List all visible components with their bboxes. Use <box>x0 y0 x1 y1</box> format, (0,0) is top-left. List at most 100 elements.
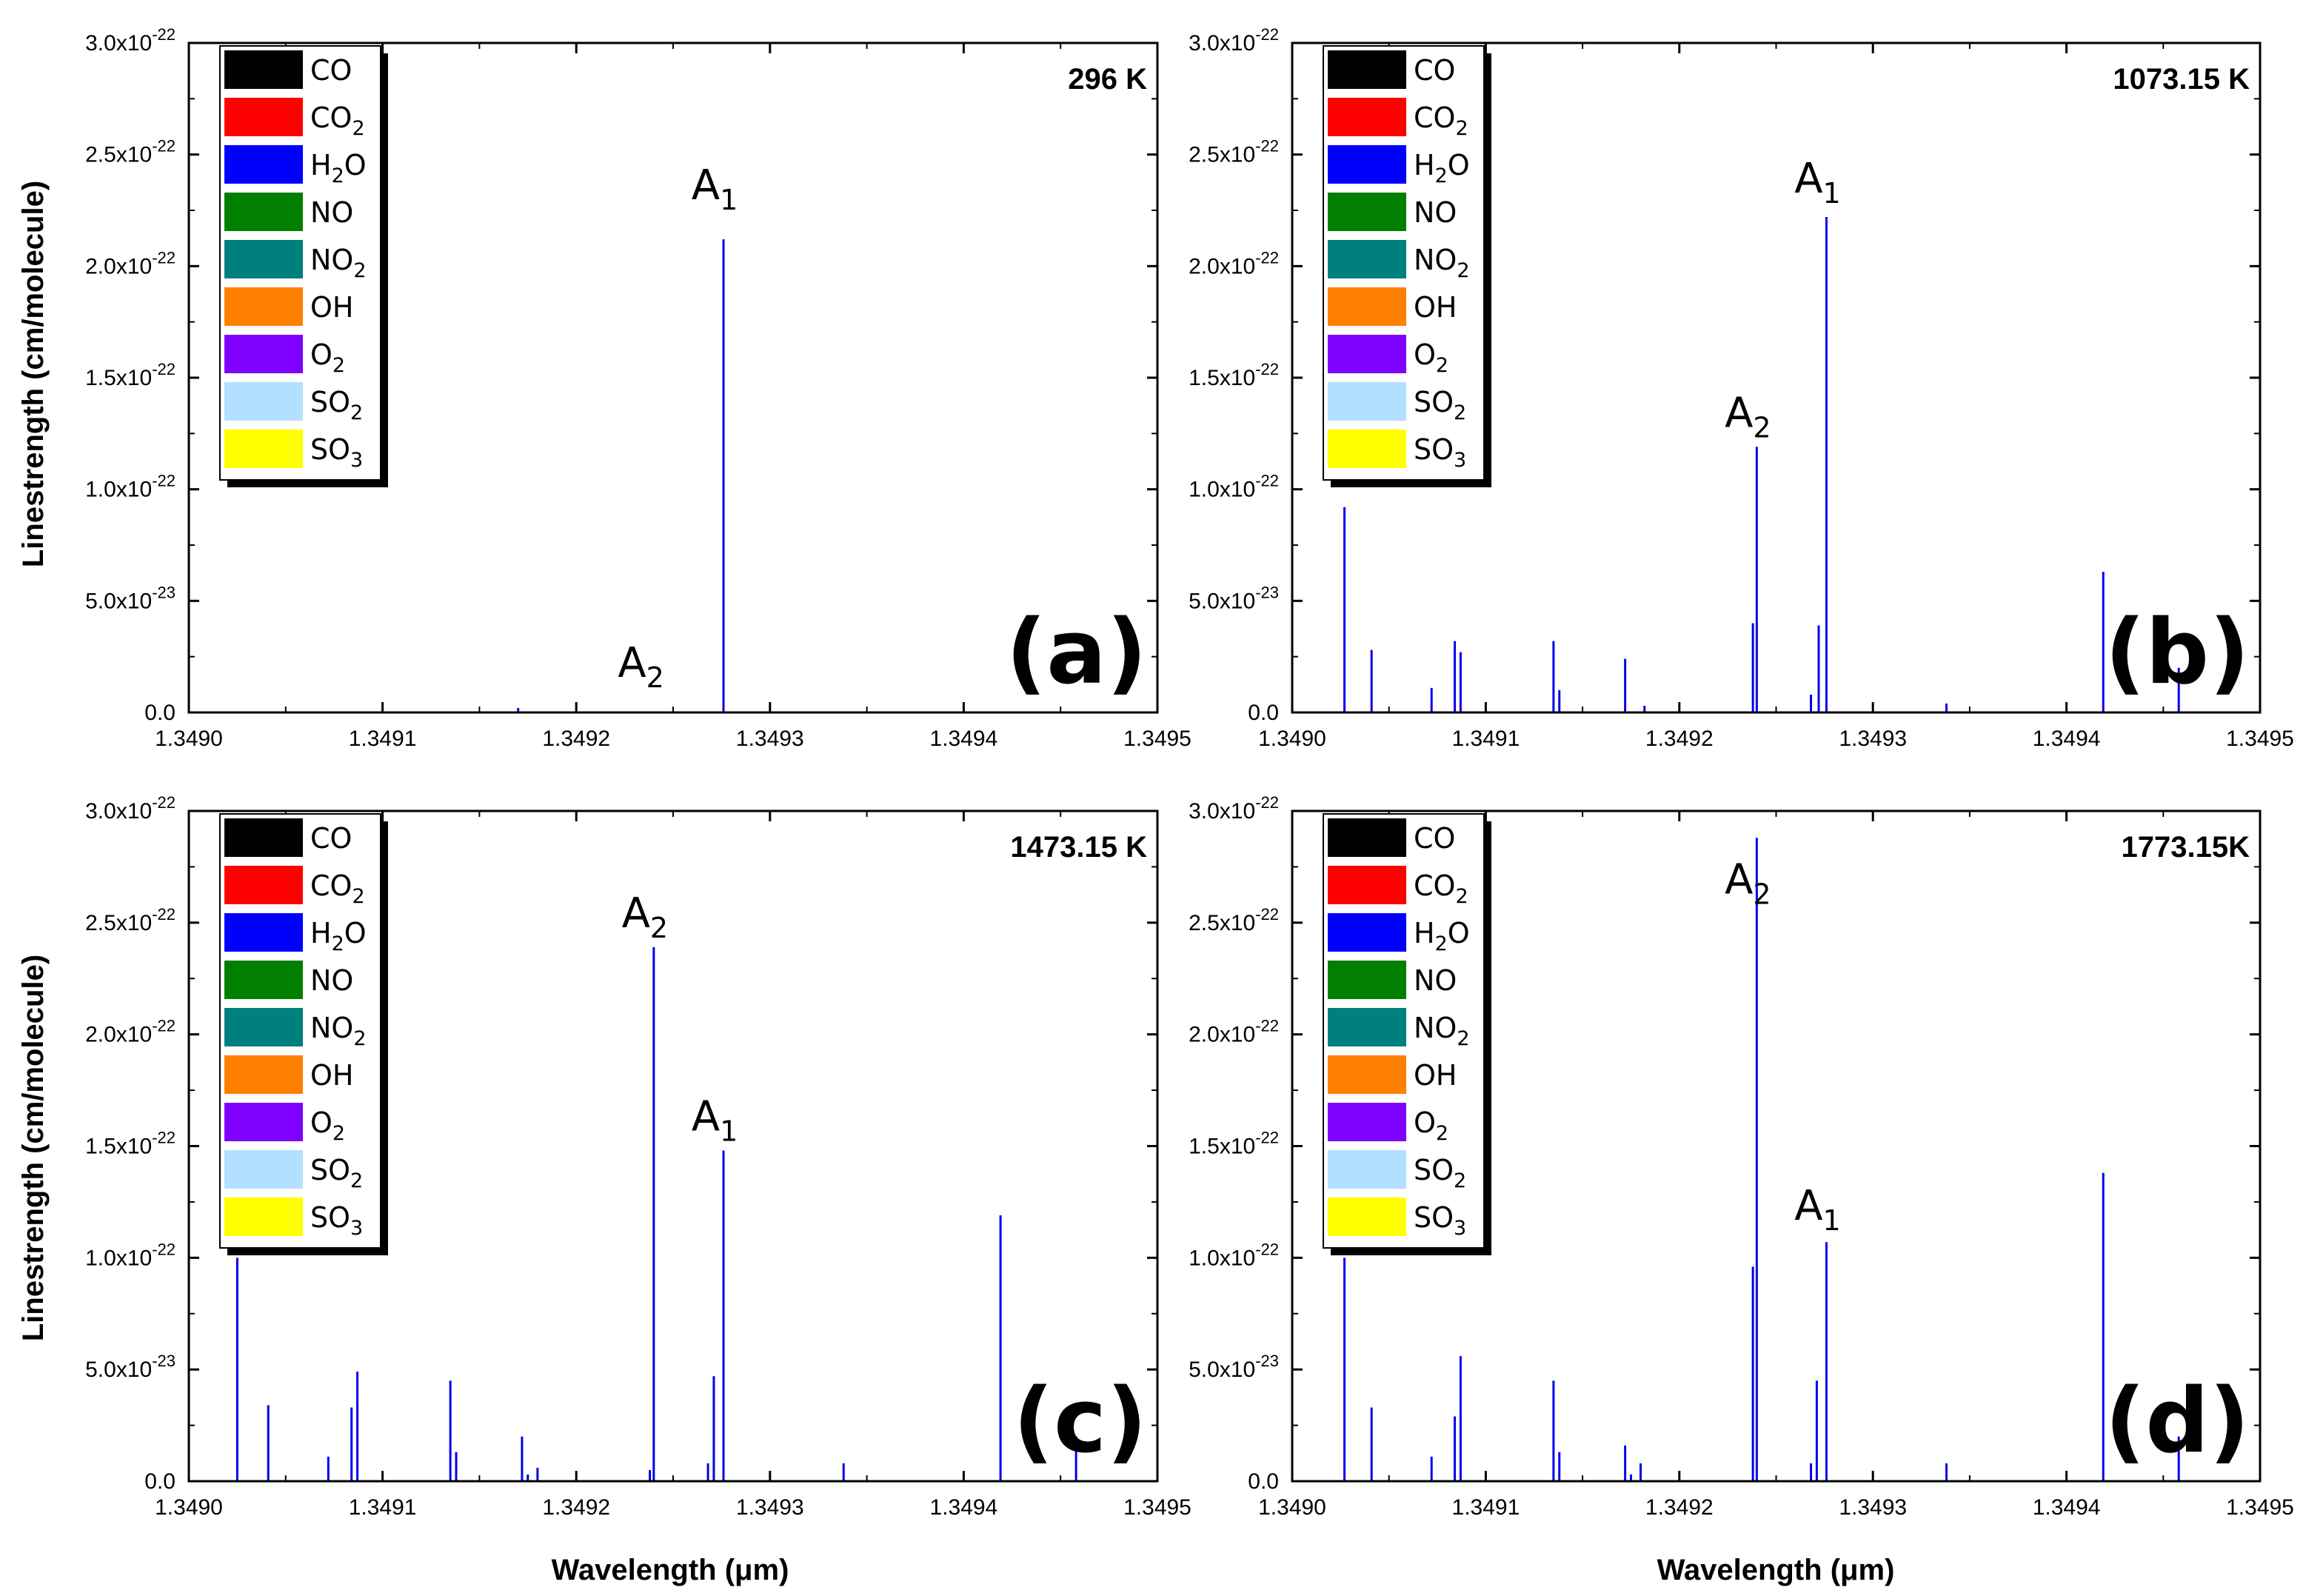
legend-entry: CO2 <box>1414 869 1468 908</box>
peak-annotation: A1 <box>692 161 738 216</box>
y-tick-label: 1.0x10-22 <box>1189 1240 1279 1270</box>
legend-entry: NO <box>1414 964 1457 997</box>
peak-annotation: A2 <box>1725 389 1771 444</box>
legend-swatch <box>1328 913 1406 952</box>
legend-swatch <box>1328 430 1406 468</box>
legend-swatch <box>1328 240 1406 278</box>
y-tick-label: 2.0x10-22 <box>1189 248 1279 278</box>
y-tick-label: 1.5x10-22 <box>1189 1129 1279 1159</box>
legend-swatch <box>1328 287 1406 326</box>
legend-entry: H2O <box>310 917 367 955</box>
peak-annotation: A1 <box>1794 155 1841 210</box>
y-tick-label: 2.0x10-22 <box>1189 1017 1279 1047</box>
chart-panel-3: 1.3490 1.3491 1.3492 1.3493 1.3494 1.3495 0.0 5… <box>1189 793 2294 1520</box>
legend-entry: O2 <box>310 1106 345 1145</box>
legend-entry: NO2 <box>1414 244 1470 282</box>
legend-entry: NO <box>310 196 353 229</box>
panel-label: (c) <box>1013 1370 1147 1473</box>
legend-swatch <box>1328 1103 1406 1141</box>
y-tick-label: 0.0 <box>1248 701 1279 725</box>
legend-entry: O2 <box>310 338 345 377</box>
x-tick-label: 1.3494 <box>930 1495 998 1520</box>
legend-entry: CO2 <box>310 101 365 140</box>
y-tick-label: 3.0x10-22 <box>1189 25 1279 56</box>
y-tick-label: 0.0 <box>144 1469 176 1494</box>
y-tick-label: 2.5x10-22 <box>85 137 176 167</box>
legend-entry: SO2 <box>310 386 363 424</box>
x-axis-label-right: Wavelength (μm) <box>1657 1554 1895 1586</box>
chart-panel-1: 1.3490 1.3491 1.3492 1.3493 1.3494 1.3495 0.0 5… <box>1189 25 2294 751</box>
legend-swatch <box>224 98 303 136</box>
legend-entry: OH <box>310 1059 353 1092</box>
x-tick-label: 1.3493 <box>1839 727 1907 751</box>
legend-swatch <box>224 818 303 857</box>
peak-annotation: A1 <box>692 1092 738 1147</box>
y-axis-label-bottom: Linestrength (cm/molecule) <box>17 955 50 1341</box>
legend-entry: SO3 <box>1414 1201 1466 1240</box>
y-tick-label: 2.0x10-22 <box>85 1017 176 1047</box>
y-tick-label: 3.0x10-22 <box>85 25 176 56</box>
legend-entry: NO2 <box>310 244 367 282</box>
y-tick-label: 5.0x10-23 <box>85 1352 176 1382</box>
x-tick-label: 1.3492 <box>1645 1495 1714 1520</box>
x-tick-label: 1.3491 <box>349 1495 417 1520</box>
chart-panel-2: 1.3490 1.3491 1.3492 1.3493 1.3494 1.3495 0.0 5… <box>85 793 1191 1520</box>
x-tick-label: 1.3492 <box>1645 727 1714 751</box>
legend-swatch <box>224 1103 303 1141</box>
y-tick-label: 1.0x10-22 <box>85 472 176 502</box>
x-tick-label: 1.3490 <box>1258 727 1326 751</box>
legend-swatch <box>1328 1055 1406 1094</box>
legend-swatch <box>224 1008 303 1046</box>
x-tick-label: 1.3493 <box>1839 1495 1907 1520</box>
temperature-label: 1473.15 K <box>1010 831 1147 864</box>
legend-swatch <box>1328 193 1406 231</box>
legend-swatch <box>224 1055 303 1094</box>
y-tick-label: 0.0 <box>1248 1469 1279 1494</box>
x-tick-label: 1.3490 <box>155 1495 223 1520</box>
legend-swatch <box>224 50 303 89</box>
legend-swatch <box>224 961 303 999</box>
legend-swatch <box>224 382 303 421</box>
x-axis-label-left: Wavelength (μm) <box>552 1554 789 1586</box>
y-tick-label: 2.5x10-22 <box>1189 905 1279 935</box>
legend-swatch <box>224 335 303 373</box>
legend-swatch <box>1328 961 1406 999</box>
legend-swatch <box>1328 145 1406 184</box>
x-tick-label: 1.3494 <box>930 727 998 751</box>
y-tick-label: 5.0x10-23 <box>1189 583 1279 613</box>
temperature-label: 296 K <box>1068 63 1147 96</box>
legend-entry: OH <box>310 291 353 324</box>
legend-entry: OH <box>1414 1059 1457 1092</box>
legend-entry: SO3 <box>310 433 363 472</box>
panel-label: (b) <box>2105 601 2250 704</box>
panel-label: (d) <box>2105 1370 2250 1473</box>
y-tick-label: 2.5x10-22 <box>85 905 176 935</box>
legend-swatch <box>1328 866 1406 904</box>
legend-swatch <box>1328 1150 1406 1189</box>
y-tick-label: 2.0x10-22 <box>85 248 176 278</box>
y-tick-label: 1.5x10-22 <box>1189 360 1279 390</box>
x-tick-label: 1.3491 <box>1452 727 1520 751</box>
legend-entry: CO <box>310 54 352 87</box>
legend-swatch <box>1328 382 1406 421</box>
x-tick-label: 1.3491 <box>1452 1495 1520 1520</box>
y-tick-label: 1.5x10-22 <box>85 360 176 390</box>
legend-entry: CO <box>1414 822 1455 855</box>
x-tick-label: 1.3492 <box>542 727 610 751</box>
y-tick-label: 2.5x10-22 <box>1189 137 1279 167</box>
legend-swatch <box>224 240 303 278</box>
legend-swatch <box>224 193 303 231</box>
y-tick-label: 1.0x10-22 <box>1189 472 1279 502</box>
legend-entry: SO2 <box>1414 1154 1466 1192</box>
legend-entry: SO3 <box>310 1201 363 1240</box>
legend-swatch <box>224 145 303 184</box>
y-tick-label: 5.0x10-23 <box>1189 1352 1279 1382</box>
legend-swatch <box>224 866 303 904</box>
x-tick-label: 1.3495 <box>1123 1495 1191 1520</box>
legend-swatch <box>1328 818 1406 857</box>
legend-entry: NO2 <box>310 1012 367 1050</box>
chart-panel-0: 1.3490 1.3491 1.3492 1.3493 1.3494 1.3495 0.0 5… <box>85 25 1191 751</box>
peak-annotation: A2 <box>1725 856 1771 911</box>
legend-entry: NO <box>1414 196 1457 229</box>
peak-annotation: A1 <box>1794 1182 1841 1237</box>
